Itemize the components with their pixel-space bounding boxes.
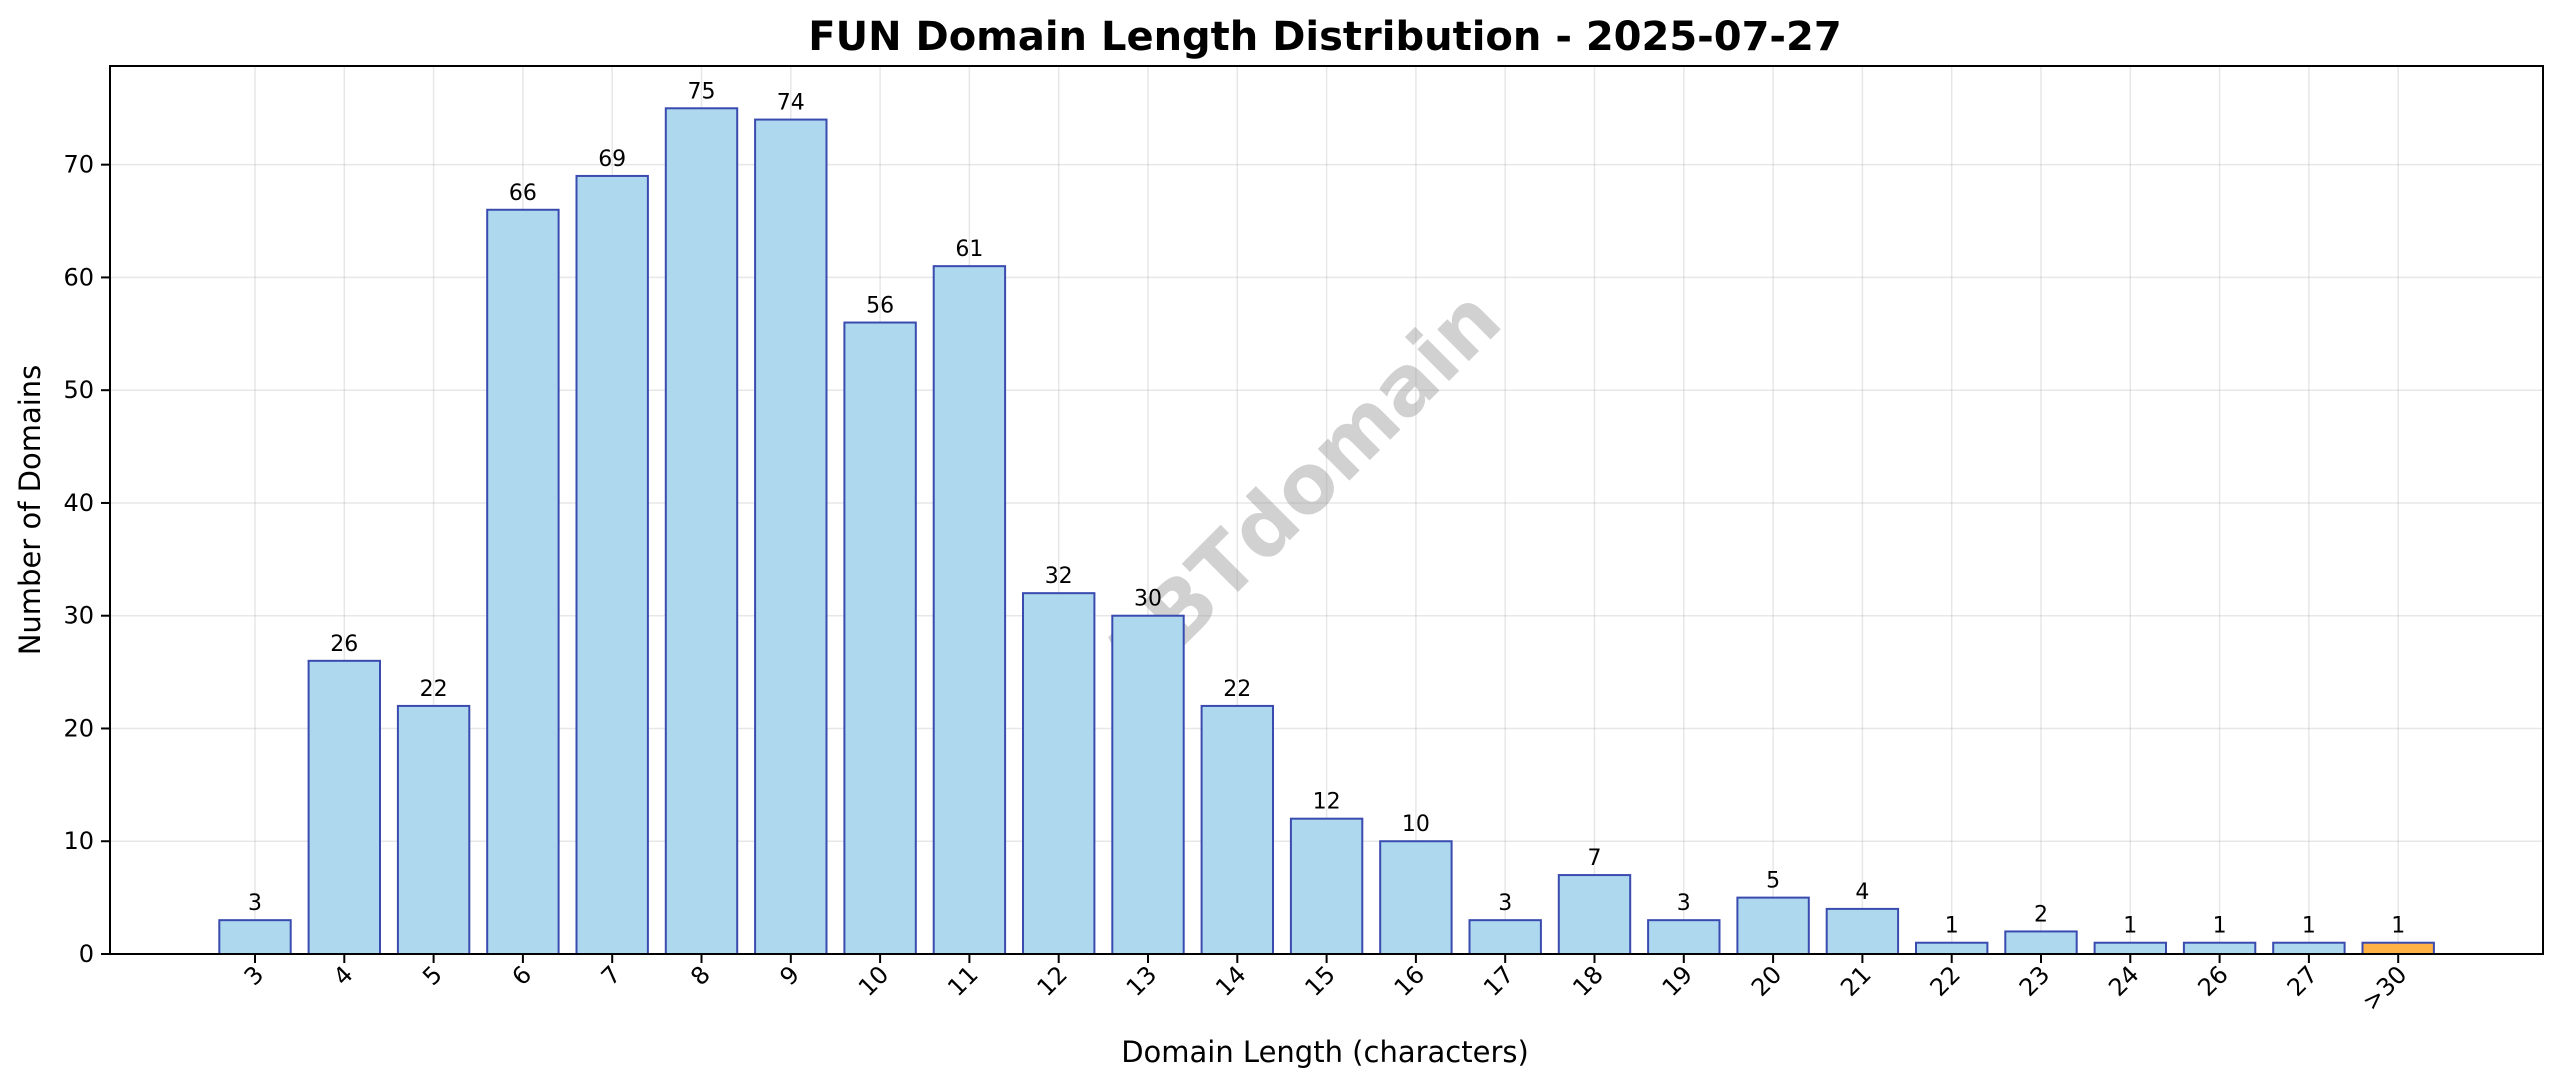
x-tick-label: 3 <box>239 960 270 991</box>
x-tick-label: 6 <box>507 960 538 991</box>
y-tick-label: 0 <box>79 940 94 968</box>
bar-value-label: 1 <box>2302 914 2316 939</box>
x-tick-label: 14 <box>1210 960 1251 1001</box>
x-tick-label: 16 <box>1389 960 1430 1001</box>
bar <box>1915 941 1989 956</box>
x-tick-label: 23 <box>2014 960 2055 1001</box>
x-tick-label: 21 <box>1835 960 1876 1001</box>
x-tick-label: >30 <box>2357 960 2413 1016</box>
x-tick-label: 11 <box>942 960 983 1001</box>
bar <box>1557 874 1632 955</box>
y-tick-label: 20 <box>63 714 94 742</box>
bar-value-label: 69 <box>598 147 626 172</box>
x-tick-label: 22 <box>1925 960 1966 1001</box>
y-tick-label: 40 <box>63 489 94 517</box>
bar <box>396 704 471 956</box>
y-tick-label: 70 <box>63 151 94 179</box>
bar <box>1736 896 1810 955</box>
bar <box>932 265 1007 955</box>
y-tick-label: 50 <box>63 376 94 404</box>
bar-value-label: 3 <box>1498 891 1512 916</box>
bar-value-label: 75 <box>688 79 716 104</box>
x-axis-label: Domain Length (characters) <box>1121 1035 1529 1069</box>
bar <box>843 321 917 955</box>
x-tick-label: 20 <box>1746 960 1787 1001</box>
x-tick-label: 5 <box>417 960 448 991</box>
x-tick-label: 15 <box>1299 960 1340 1001</box>
bar-value-label: 12 <box>1313 790 1341 815</box>
bars <box>218 107 2435 956</box>
x-axis: 3 4 5 6 7 8 9 10 11 12 13 14 15 16 17 18 19 20 21 22 23 24 26 2… <box>239 954 2413 1016</box>
bar <box>575 174 649 955</box>
bar <box>1468 919 1542 956</box>
bar <box>1647 919 1721 956</box>
x-tick-label: 18 <box>1567 960 1608 1001</box>
x-tick-label: 4 <box>328 960 359 991</box>
bar-value-label: 32 <box>1045 564 1073 589</box>
bar <box>2272 941 2346 956</box>
x-tick-label: 17 <box>1478 960 1519 1001</box>
bar <box>307 659 382 955</box>
bar-value-label: 56 <box>866 294 894 319</box>
y-tick-label: 30 <box>63 602 94 630</box>
bar <box>2182 941 2257 956</box>
bar-value-label: 4 <box>1855 880 1869 905</box>
x-tick-label: 13 <box>1121 960 1162 1001</box>
bar <box>1111 614 1185 955</box>
x-tick-label: 9 <box>774 960 805 991</box>
bar <box>1022 592 1096 956</box>
x-tick-label: 7 <box>596 960 627 991</box>
y-axis: 0 10 20 30 40 50 60 70 <box>63 151 110 968</box>
bar <box>218 919 292 956</box>
y-tick-label: 10 <box>63 827 94 855</box>
bar-value-label: 22 <box>420 677 448 702</box>
bar <box>2004 930 2078 956</box>
bar <box>486 208 560 955</box>
bar-value-label: 10 <box>1402 812 1430 837</box>
bar-value-label: 30 <box>1134 587 1162 612</box>
x-tick-label: 26 <box>2192 960 2233 1001</box>
bar <box>1379 840 1453 955</box>
bar <box>754 118 828 956</box>
bar <box>2093 941 2168 956</box>
bar-value-label: 1 <box>2213 914 2227 939</box>
bar-value-label: 66 <box>509 181 537 206</box>
bar-value-label: 5 <box>1766 869 1780 894</box>
y-tick-label: 60 <box>63 263 94 291</box>
bar-value-label: 1 <box>1945 914 1959 939</box>
x-tick-label: 8 <box>685 960 716 991</box>
bar-value-label: 74 <box>777 91 805 116</box>
chart-title: FUN Domain Length Distribution - 2025-07… <box>808 14 1841 60</box>
bar-value-label: 2 <box>2034 902 2048 927</box>
bar-value-label: 3 <box>248 891 262 916</box>
x-tick-label: 10 <box>853 960 894 1001</box>
x-tick-label: 12 <box>1032 960 1073 1001</box>
bar-value-label: 61 <box>955 237 983 262</box>
x-tick-label: 24 <box>2103 960 2144 1001</box>
bar <box>1200 704 1274 956</box>
x-tick-label: 19 <box>1657 960 1698 1001</box>
bar-value-label: 26 <box>330 632 358 657</box>
bar <box>1289 817 1364 956</box>
y-axis-label: Number of Domains <box>13 365 47 656</box>
bar-value-label: 1 <box>2391 914 2405 939</box>
bar-value-label: 1 <box>2123 914 2137 939</box>
x-tick-label: 27 <box>2282 960 2323 1001</box>
bar <box>664 107 739 956</box>
bar <box>2361 941 2435 956</box>
bar-value-label: 3 <box>1677 891 1691 916</box>
bar <box>1825 907 1900 956</box>
bar-value-label: 7 <box>1588 846 1602 871</box>
bar-value-label: 22 <box>1223 677 1251 702</box>
